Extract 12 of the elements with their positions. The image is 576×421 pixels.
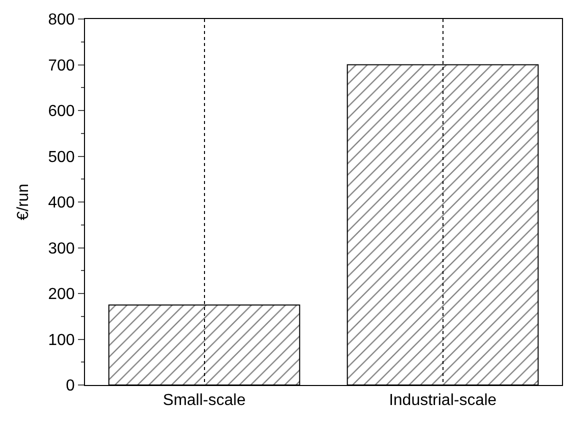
y-tick-label: 800 xyxy=(48,12,75,29)
x-tick-label: Small-scale xyxy=(162,392,246,410)
y-tick-label: 0 xyxy=(66,378,75,395)
y-tick-label: 100 xyxy=(48,332,75,349)
y-tick-label: 500 xyxy=(48,148,75,166)
y-axis-title: €/run xyxy=(14,184,32,220)
y-tick-label: 400 xyxy=(48,194,75,212)
x-tick-label: Industrial-scale xyxy=(388,392,497,410)
y-tick-label: 600 xyxy=(48,103,75,120)
y-tick-label: 300 xyxy=(48,240,75,258)
y-tick-label: 700 xyxy=(48,57,75,74)
y-tick-label: 200 xyxy=(48,286,75,304)
